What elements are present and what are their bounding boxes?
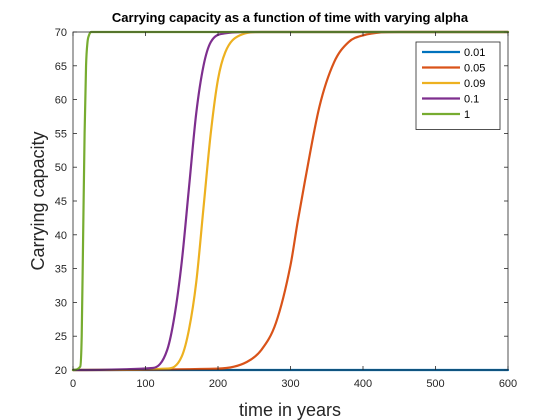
legend-label: 0.01 (464, 47, 485, 59)
y-tick-label: 30 (55, 297, 67, 309)
y-tick-label: 55 (55, 128, 67, 140)
chart-title: Carrying capacity as a function of time … (112, 10, 469, 25)
y-tick-label: 70 (55, 27, 67, 39)
x-tick-label: 300 (281, 378, 299, 390)
x-tick-label: 0 (70, 378, 76, 390)
legend-box (416, 42, 500, 130)
y-axis-label: Carrying capacity (28, 131, 48, 270)
y-tick-label: 50 (55, 162, 67, 174)
x-tick-label: 500 (426, 378, 444, 390)
x-tick-label: 100 (136, 378, 154, 390)
x-tick-label: 400 (354, 378, 372, 390)
y-tick-label: 20 (55, 365, 67, 377)
legend-label: 0.05 (464, 63, 485, 75)
legend-label: 0.1 (464, 94, 479, 106)
x-tick-label: 200 (209, 378, 227, 390)
legend: 0.01 0.05 0.09 0.1 1 (416, 42, 500, 130)
x-tick-label: 600 (499, 378, 517, 390)
x-axis-label: time in years (239, 400, 341, 420)
y-tick-label: 65 (55, 61, 67, 73)
legend-label: 1 (464, 109, 470, 121)
legend-label: 0.09 (464, 78, 485, 90)
y-tick-label: 60 (55, 95, 67, 107)
y-tick-label: 40 (55, 230, 67, 242)
y-tick-label: 35 (55, 264, 67, 276)
y-tick-label: 25 (55, 331, 67, 343)
y-tick-label: 45 (55, 196, 67, 208)
